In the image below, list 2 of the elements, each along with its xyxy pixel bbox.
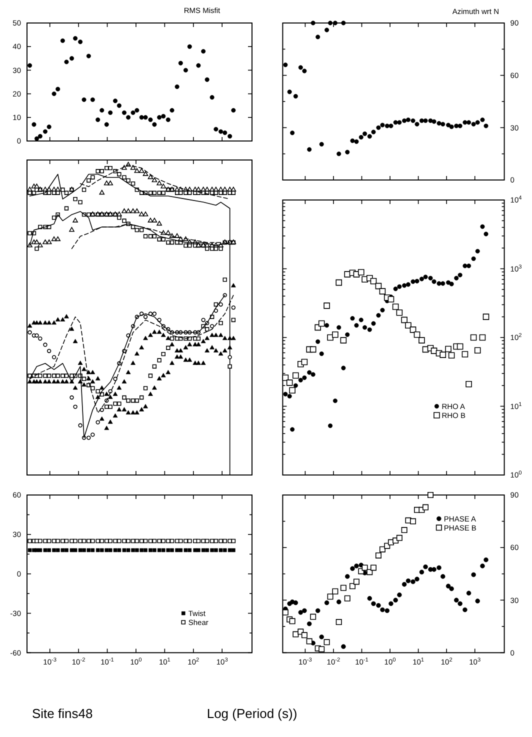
- x-axis-title: Log (Period (s)): [206, 706, 298, 721]
- text: Site fins48: [32, 706, 93, 721]
